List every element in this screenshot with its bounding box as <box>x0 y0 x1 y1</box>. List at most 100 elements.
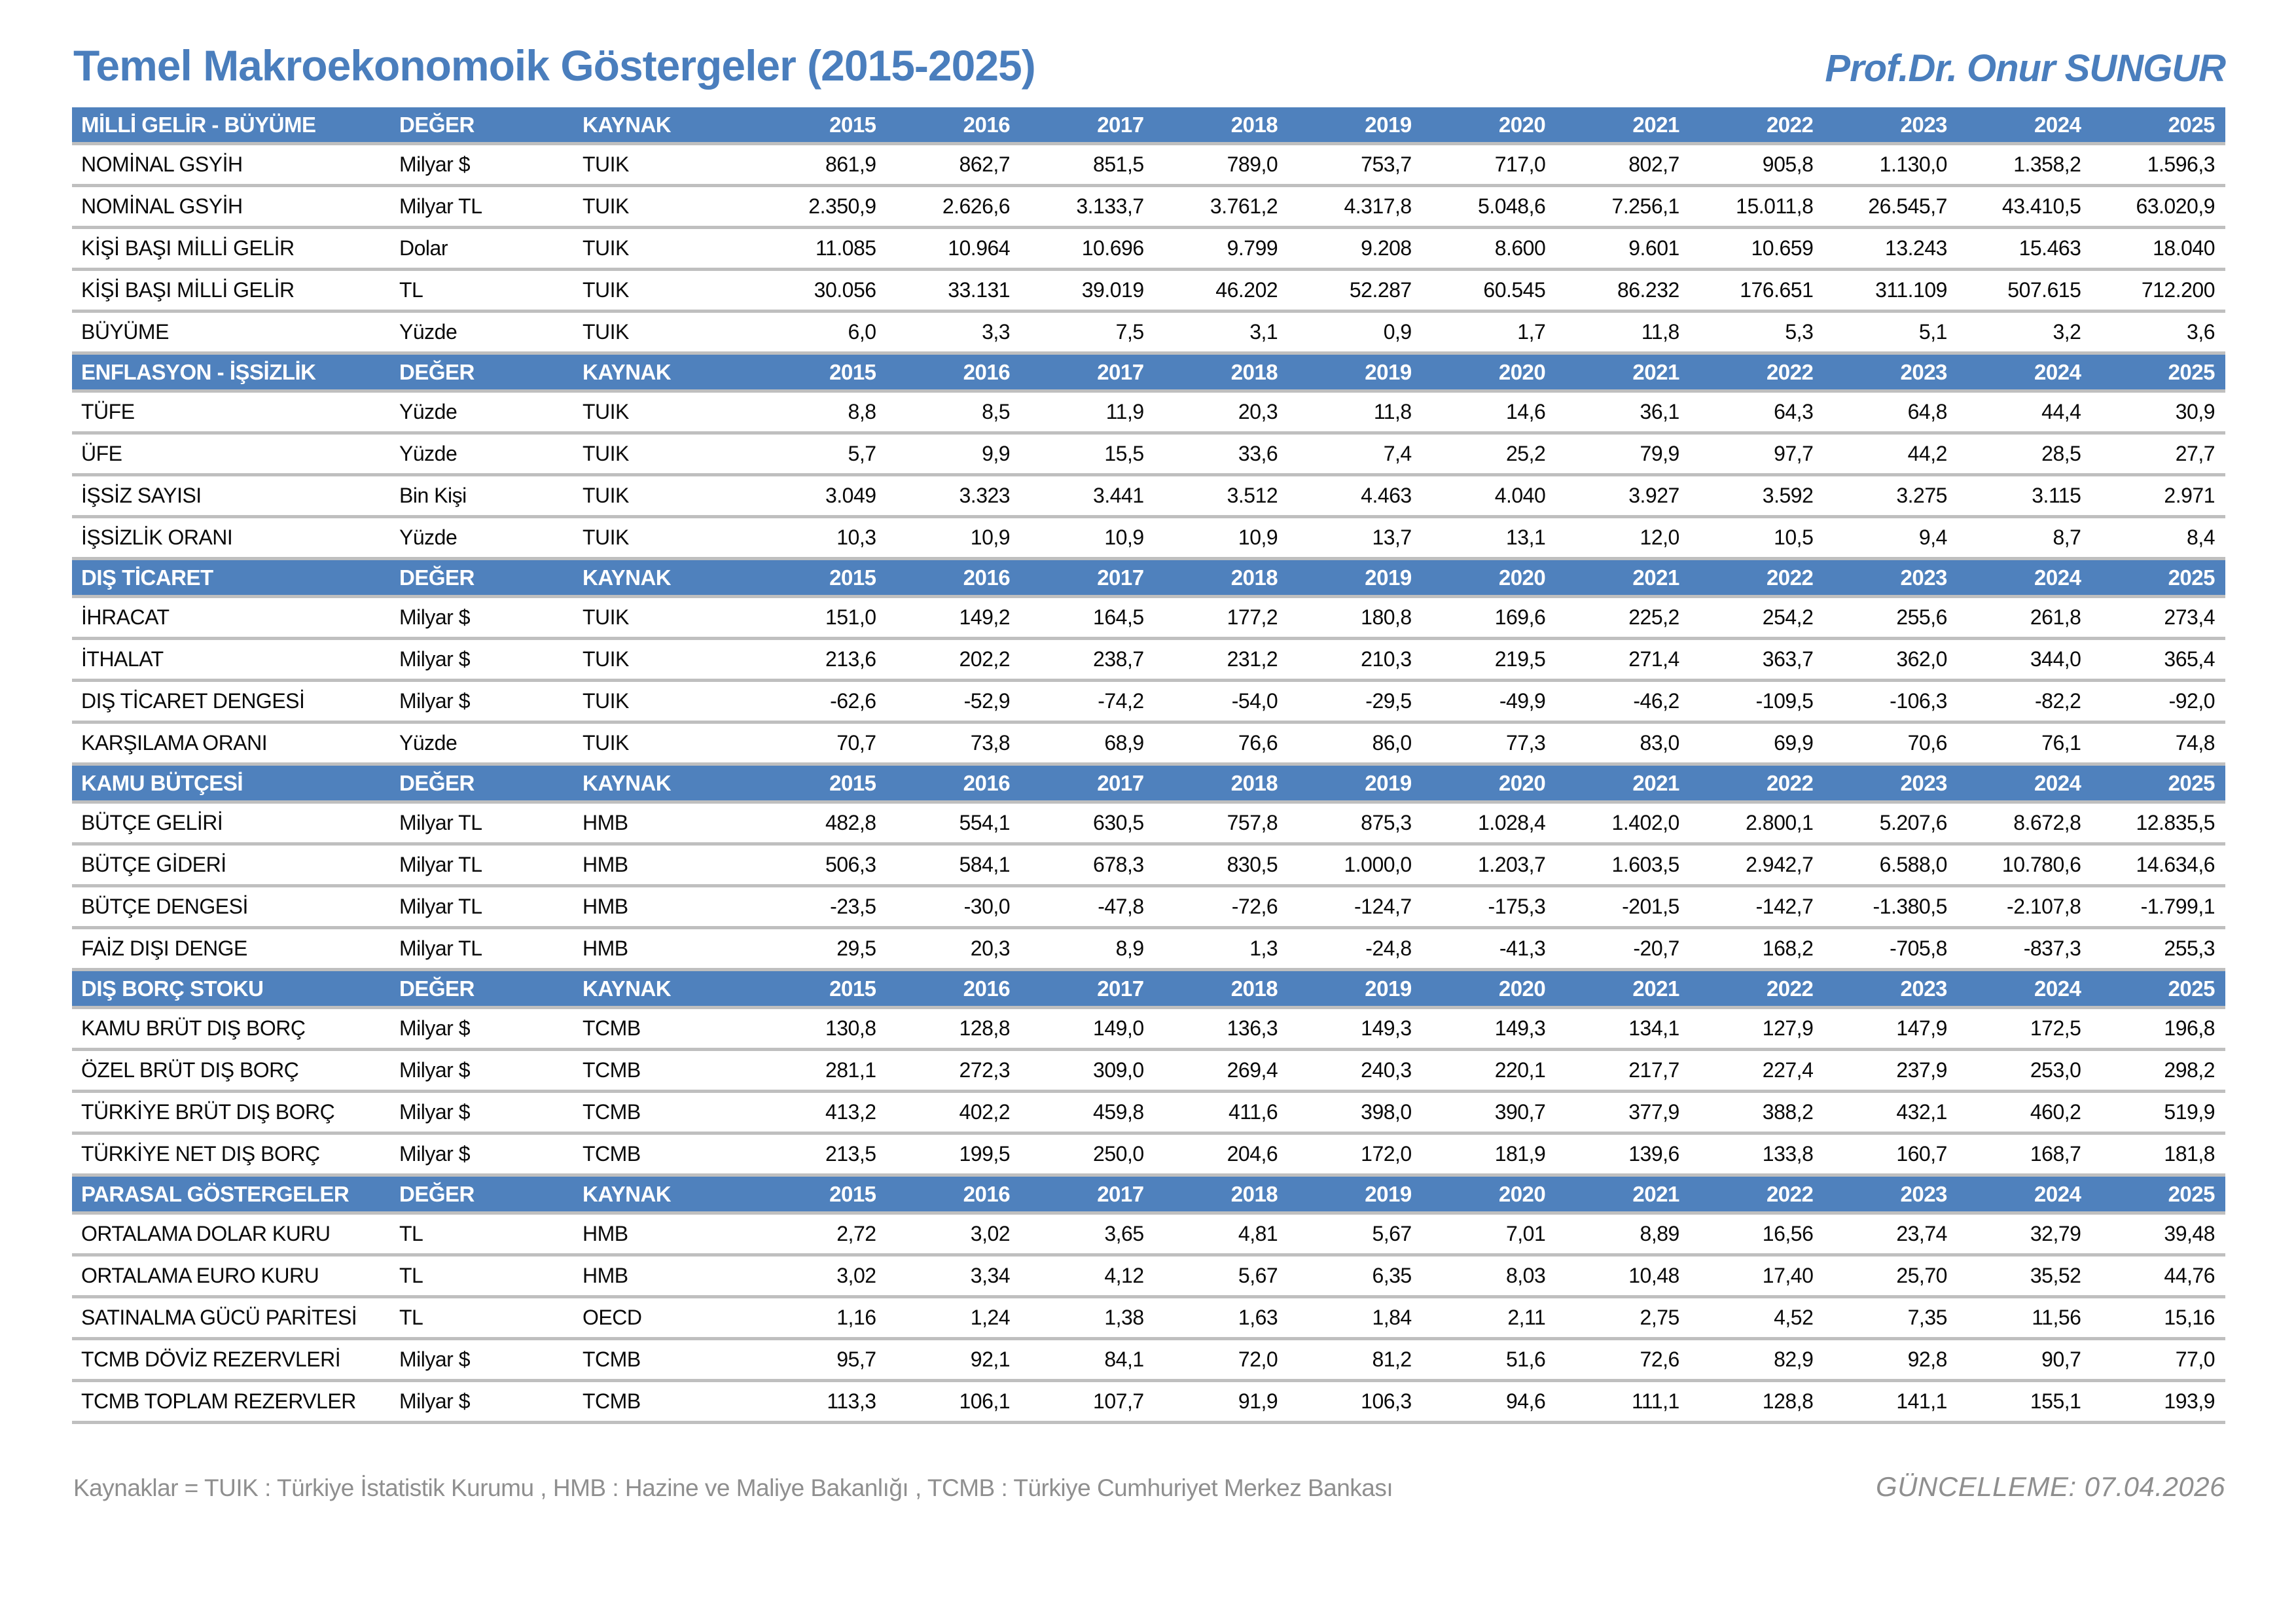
table-row: ORTALAMA DOLAR KURU TL HMB 2,72 3,02 3,65 4,81… <box>72 1215 2225 1257</box>
year-header-cell: 2021 <box>1632 976 1679 1001</box>
value-cell: 227,4 <box>1762 1058 1814 1082</box>
value-cell: 23,74 <box>1896 1222 1947 1245</box>
value-cell: 52.287 <box>1349 278 1412 302</box>
value-cell: 298,2 <box>2164 1058 2215 1082</box>
value-cell: 35,52 <box>2030 1264 2081 1287</box>
value-cell: 8,4 <box>2187 526 2215 549</box>
value-cell: 127,9 <box>1762 1016 1814 1040</box>
indicator-label-cell: KİŞİ BAŞI MİLLİ GELİR <box>81 278 295 302</box>
value-cell: 519,9 <box>2164 1100 2215 1124</box>
indicator-label-cell: SATINALMA GÜCÜ PARİTESİ <box>81 1306 357 1329</box>
year-header-cell: 2018 <box>1230 770 1278 795</box>
value-cell: 149,3 <box>1361 1016 1412 1040</box>
value-cell: 30.056 <box>814 278 876 302</box>
value-cell: 432,1 <box>1896 1100 1947 1124</box>
value-cell: -24,8 <box>1365 936 1412 960</box>
value-cell: 10,5 <box>1774 526 1814 549</box>
year-header-cell: 2022 <box>1766 112 1814 137</box>
table-row: İŞSİZLİK ORANI Yüzde TUIK 10,3 10,9 10,9 10,9 1… <box>72 518 2225 560</box>
year-header-cell: 2017 <box>1097 770 1144 795</box>
source-cell: HMB <box>583 811 628 834</box>
year-header-cell: 2017 <box>1097 565 1144 590</box>
source-cell: HMB <box>583 853 628 876</box>
year-header-cell: 2023 <box>1900 112 1947 137</box>
value-cell: 20,3 <box>970 936 1011 960</box>
value-cell: 9.799 <box>1227 236 1278 260</box>
value-cell: -124,7 <box>1354 895 1412 918</box>
value-cell: 33,6 <box>1238 442 1278 465</box>
year-header-cell: 2025 <box>2168 359 2215 384</box>
value-cell: 94,6 <box>1505 1389 1546 1413</box>
value-cell: 3.115 <box>2032 484 2081 507</box>
table-row: İHRACAT Milyar $ TUIK 151,0 149,2 164,5 177,2 1… <box>72 598 2225 640</box>
value-cell: 213,6 <box>825 647 876 671</box>
source-cell: TCMB <box>583 1389 641 1413</box>
value-cell: 3.323 <box>959 484 1011 507</box>
value-cell: 3,3 <box>982 320 1011 344</box>
value-cell: 32,79 <box>2030 1222 2081 1245</box>
table-row: ORTALAMA EURO KURU TL HMB 3,02 3,34 4,12 5,67 6… <box>72 1257 2225 1298</box>
indicator-label-cell: TÜFE <box>81 400 135 423</box>
value-cell: 17,40 <box>1762 1264 1814 1287</box>
indicator-label-cell: BÜTÇE GİDERİ <box>81 853 226 876</box>
indicator-label-cell: BÜTÇE DENGESİ <box>81 895 248 918</box>
page-title: Temel Makroekonomoik Göstergeler (2015-2… <box>73 41 1036 90</box>
value-cell: 10.780,6 <box>2001 853 2081 876</box>
source-cell: OECD <box>583 1306 642 1329</box>
value-cell: 1,63 <box>1238 1306 1278 1329</box>
year-header-cell: 2019 <box>1365 1181 1412 1206</box>
value-cell: 26.545,7 <box>1868 194 1947 218</box>
unit-cell: Milyar $ <box>399 1016 471 1040</box>
year-header-cell: 2024 <box>2034 112 2081 137</box>
value-cell: 7,01 <box>1505 1222 1546 1245</box>
value-cell: 16,56 <box>1762 1222 1814 1245</box>
table-row: DIŞ TİCARET DENGESİ Milyar $ TUIK -62,6 -52,… <box>72 682 2225 724</box>
value-cell: 851,5 <box>1093 152 1144 176</box>
value-cell: -837,3 <box>2023 936 2081 960</box>
value-cell: 717,0 <box>1494 152 1546 176</box>
value-cell: 862,7 <box>959 152 1011 176</box>
value-cell: 113,3 <box>827 1389 876 1413</box>
value-cell: 309,0 <box>1093 1058 1144 1082</box>
value-header-cell: DEĞER <box>399 112 475 137</box>
year-header-cell: 2017 <box>1097 359 1144 384</box>
section-header-row: MİLLİ GELİR - BÜYÜME DEĞER KAYNAK 2015 2016 2… <box>72 107 2225 145</box>
value-cell: 10,9 <box>1104 526 1144 549</box>
value-cell: 255,3 <box>2164 936 2215 960</box>
value-cell: 398,0 <box>1361 1100 1412 1124</box>
value-cell: 155,1 <box>2030 1389 2081 1413</box>
value-cell: 11.085 <box>816 236 876 260</box>
value-cell: -2.107,8 <box>2007 895 2081 918</box>
value-cell: 3,34 <box>970 1264 1011 1287</box>
value-cell: 77,3 <box>1505 731 1546 755</box>
value-cell: 1.203,7 <box>1478 853 1546 876</box>
source-cell: TCMB <box>583 1142 641 1166</box>
table-row: BÜYÜME Yüzde TUIK 6,0 3,3 7,5 3,1 0,9 1,7 11,8 5,3… <box>72 313 2225 355</box>
year-header-cell: 2016 <box>963 359 1011 384</box>
value-cell: 3,02 <box>970 1222 1011 1245</box>
value-header-cell: DEĞER <box>399 565 475 590</box>
value-cell: 44,76 <box>2164 1264 2215 1287</box>
source-cell: TUIK <box>583 526 629 549</box>
value-cell: 411,6 <box>1228 1100 1278 1124</box>
value-cell: 29,5 <box>836 936 876 960</box>
value-cell: 44,2 <box>1907 442 1948 465</box>
value-cell: 253,0 <box>2030 1058 2081 1082</box>
footer-bar: Kaynaklar = TUIK : Türkiye İstatistik Ku… <box>73 1471 2225 1503</box>
value-cell: -30,0 <box>963 895 1011 918</box>
year-header-cell: 2023 <box>1900 359 1947 384</box>
value-cell: 139,6 <box>1628 1142 1679 1166</box>
year-header-cell: 2025 <box>2168 770 2215 795</box>
value-cell: 25,70 <box>1896 1264 1947 1287</box>
value-cell: 9,9 <box>982 442 1011 465</box>
source-header-cell: KAYNAK <box>583 1181 672 1206</box>
value-cell: 149,0 <box>1093 1016 1144 1040</box>
value-cell: 1.402,0 <box>1611 811 1680 834</box>
source-cell: TUIK <box>583 400 629 423</box>
indicator-label-cell: TCMB TOPLAM REZERVLER <box>81 1389 356 1413</box>
value-cell: 3.049 <box>825 484 876 507</box>
source-header-cell: KAYNAK <box>583 359 672 384</box>
indicator-label-cell: TÜRKİYE BRÜT DIŞ BORÇ <box>81 1100 335 1124</box>
value-cell: 6.588,0 <box>1879 853 1948 876</box>
value-cell: 60.545 <box>1483 278 1546 302</box>
